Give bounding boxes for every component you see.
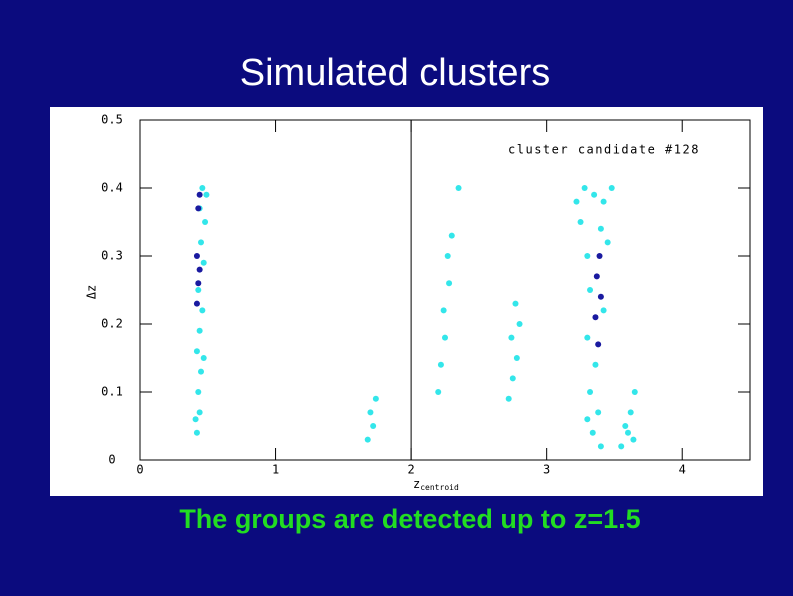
- point: [202, 219, 209, 225]
- point: [195, 280, 202, 287]
- point: [505, 395, 512, 402]
- annotation: cluster candidate #128: [508, 143, 700, 157]
- point: [597, 443, 604, 450]
- point: [577, 219, 584, 225]
- y-tick-label: 0.2: [101, 317, 123, 331]
- point: [584, 253, 591, 259]
- point: [597, 225, 604, 232]
- x-tick-label: 3: [543, 463, 550, 477]
- x-tick-label: 0: [136, 463, 143, 477]
- x-tick-label: 2: [407, 463, 414, 477]
- point: [193, 253, 200, 259]
- slide-title: Simulated clusters: [240, 52, 550, 94]
- point: [195, 205, 202, 212]
- point: [584, 334, 591, 341]
- point: [196, 327, 203, 334]
- point: [618, 443, 625, 450]
- point: [203, 191, 210, 198]
- point: [595, 409, 602, 416]
- point: [625, 429, 631, 436]
- point: [622, 423, 629, 429]
- plot-background: [50, 107, 763, 496]
- y-tick-label: 0.5: [101, 113, 123, 127]
- point: [437, 361, 444, 368]
- point: [587, 389, 594, 395]
- point: [440, 307, 447, 314]
- point: [435, 389, 442, 395]
- point: [442, 334, 448, 341]
- point: [581, 185, 588, 191]
- point: [630, 436, 637, 443]
- point: [195, 287, 202, 293]
- point: [370, 423, 377, 429]
- point: [512, 300, 519, 307]
- point: [446, 280, 453, 287]
- y-tick-label: 0.1: [101, 385, 123, 399]
- point: [597, 293, 604, 300]
- point: [200, 355, 207, 361]
- point: [372, 395, 379, 402]
- x-axis-label-sub: centroid: [420, 483, 459, 492]
- y-tick-label: 0: [108, 453, 115, 467]
- point: [627, 409, 634, 416]
- point: [604, 239, 611, 246]
- point: [591, 191, 598, 198]
- point: [198, 368, 204, 375]
- point: [193, 348, 200, 355]
- point: [193, 429, 200, 436]
- point: [600, 307, 607, 314]
- point: [600, 198, 607, 205]
- y-axis-label: Δz: [85, 285, 99, 299]
- point: [193, 300, 200, 307]
- point: [596, 253, 603, 259]
- point: [608, 185, 615, 191]
- point: [198, 239, 204, 246]
- x-tick-label: 4: [679, 463, 686, 477]
- point: [592, 314, 599, 321]
- point: [448, 232, 455, 239]
- y-tick-label: 0.3: [101, 249, 123, 263]
- caption: The groups are detected up to z=1.5: [179, 504, 640, 534]
- point: [200, 259, 207, 266]
- point: [199, 185, 206, 191]
- point: [196, 191, 203, 198]
- point: [587, 287, 594, 293]
- point: [195, 389, 202, 395]
- point: [509, 375, 516, 382]
- point: [192, 416, 199, 423]
- point: [367, 409, 374, 416]
- y-tick-label: 0.4: [101, 181, 123, 195]
- point: [508, 334, 515, 341]
- x-axis-label-main: z: [413, 477, 420, 491]
- point: [455, 185, 462, 191]
- plot-frame: [139, 119, 751, 461]
- point: [199, 307, 206, 314]
- point: [584, 416, 591, 423]
- point: [516, 321, 523, 327]
- point: [364, 436, 371, 443]
- point: [589, 429, 596, 436]
- point: [631, 389, 638, 395]
- point: [595, 341, 602, 348]
- point: [196, 266, 203, 273]
- x-tick-label: 1: [272, 463, 279, 477]
- point: [196, 409, 203, 416]
- point: [444, 253, 451, 259]
- x-axis-label: zcentroid: [413, 477, 459, 492]
- point: [592, 361, 599, 368]
- point: [573, 198, 580, 205]
- point: [593, 273, 600, 280]
- point: [513, 355, 520, 361]
